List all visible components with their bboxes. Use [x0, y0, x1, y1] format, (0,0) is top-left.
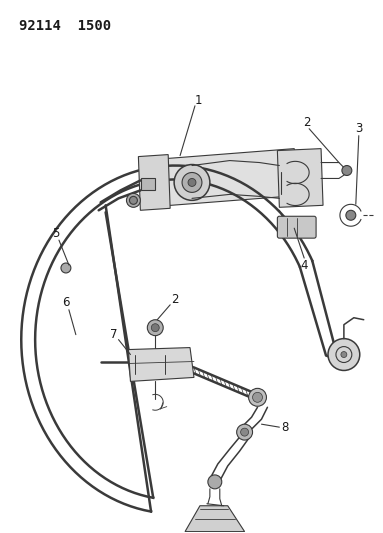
- Text: 8: 8: [282, 421, 289, 434]
- Circle shape: [328, 338, 360, 370]
- Circle shape: [61, 263, 71, 273]
- Text: 2: 2: [171, 293, 179, 306]
- FancyBboxPatch shape: [277, 216, 316, 238]
- Circle shape: [174, 165, 210, 200]
- Text: 2: 2: [303, 116, 311, 130]
- Polygon shape: [141, 149, 299, 207]
- Circle shape: [188, 179, 196, 187]
- FancyBboxPatch shape: [141, 179, 155, 190]
- Circle shape: [147, 320, 163, 336]
- Circle shape: [151, 324, 159, 332]
- Circle shape: [129, 196, 137, 204]
- Text: 7: 7: [110, 328, 117, 341]
- Text: 4: 4: [300, 259, 308, 271]
- Circle shape: [341, 352, 347, 358]
- Circle shape: [126, 193, 141, 207]
- Text: 1: 1: [194, 94, 202, 107]
- Text: 3: 3: [355, 122, 362, 135]
- Text: 92114  1500: 92114 1500: [19, 19, 111, 33]
- Circle shape: [241, 428, 249, 436]
- Circle shape: [342, 166, 352, 175]
- Circle shape: [237, 424, 252, 440]
- Text: 6: 6: [62, 296, 70, 309]
- Circle shape: [208, 475, 222, 489]
- Polygon shape: [128, 348, 194, 382]
- Circle shape: [252, 392, 262, 402]
- Polygon shape: [185, 506, 245, 531]
- Polygon shape: [138, 155, 170, 211]
- Circle shape: [182, 173, 202, 192]
- Text: 5: 5: [52, 227, 60, 240]
- Circle shape: [249, 389, 267, 406]
- Circle shape: [346, 211, 356, 220]
- Polygon shape: [277, 149, 323, 207]
